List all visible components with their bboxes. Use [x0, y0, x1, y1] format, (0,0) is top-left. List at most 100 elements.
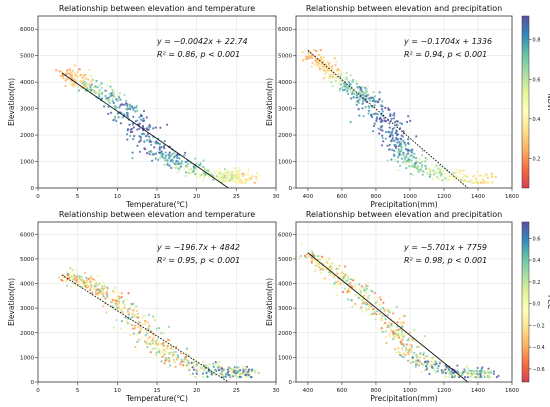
scatter-point [155, 327, 158, 330]
scatter-point [142, 109, 146, 113]
scatter-point [146, 139, 149, 142]
scatter-point [160, 153, 163, 156]
y-tick-label: 6000 [20, 27, 34, 33]
scatter-point [90, 89, 93, 92]
scatter-point [202, 368, 205, 371]
scatter-point [217, 177, 220, 180]
scatter-point [147, 327, 150, 330]
scatter-point [166, 161, 169, 164]
scatter-point [151, 337, 154, 341]
scatter-point [147, 128, 151, 131]
colorbar-tick-label: 0.2 [533, 280, 541, 286]
regression-equation: y = −5.701x + 7759 [403, 243, 487, 252]
x-tick-label: 400 [303, 194, 314, 200]
scatter-point [163, 163, 166, 166]
scatter-point [170, 158, 173, 162]
scatter-point [208, 363, 211, 366]
scatter-point [421, 149, 424, 152]
scatter-point [346, 291, 349, 294]
scatter-point [298, 256, 301, 259]
scatter-point [166, 344, 169, 347]
scatter-point [184, 174, 187, 177]
scatter-point [161, 355, 164, 358]
scatter-point [106, 290, 109, 293]
scatter-point [410, 344, 413, 347]
scatter-point [402, 161, 405, 164]
scatter-point [349, 282, 352, 285]
scatter-point [391, 127, 394, 130]
scatter-point [147, 125, 150, 128]
scatter-point [400, 322, 403, 325]
scatter-point [407, 115, 410, 118]
scatter-point [394, 351, 397, 354]
scatter-point [105, 94, 108, 97]
scatter-point [334, 64, 337, 67]
scatter-point [431, 178, 434, 181]
scatter-point [465, 371, 468, 374]
scatter-point [421, 154, 424, 157]
scatter-point [361, 102, 364, 105]
y-tick-label: 5000 [20, 54, 34, 60]
scatter-point [481, 175, 484, 178]
scatter-point [356, 99, 359, 103]
x-tick-label: 30 [273, 388, 280, 394]
scatter-point [129, 105, 132, 108]
scatter-point [369, 313, 373, 316]
scatter-point [241, 373, 244, 377]
scatter-point [240, 371, 243, 374]
scatter-point [328, 271, 331, 274]
scatter-point [377, 127, 380, 130]
scatter-point [492, 372, 495, 375]
scatter-point [384, 106, 387, 109]
scatter-point [152, 315, 155, 318]
scatter-point [404, 143, 407, 146]
scatter-point [452, 176, 455, 179]
scatter-point [483, 181, 486, 184]
scatter-point [163, 140, 166, 143]
scatter-point [138, 150, 141, 153]
scatter-point [362, 92, 366, 95]
scatter-point [453, 376, 456, 379]
scatter-point [382, 301, 385, 304]
scatter-point [405, 155, 408, 158]
x-tick-label: 25 [233, 388, 240, 394]
scatter-point [238, 371, 241, 375]
x-tick-label: 400 [303, 388, 314, 394]
scatter-point [380, 327, 383, 330]
scatter-point [222, 369, 225, 372]
scatter-point [122, 307, 125, 310]
scatter-point [492, 176, 495, 179]
scatter-point [410, 358, 413, 361]
regression-line [307, 50, 469, 189]
scatter-point [247, 174, 250, 177]
scatter-point [479, 374, 482, 377]
scatter-point [362, 301, 365, 304]
scatter-point [373, 312, 376, 315]
scatter-point [419, 162, 422, 165]
scatter-point [490, 372, 493, 375]
y-tick-label: 4000 [20, 282, 34, 288]
scatter-point [155, 157, 158, 160]
scatter-point [379, 318, 382, 321]
scatter-point [379, 329, 382, 332]
scatter-point [372, 130, 375, 133]
scatter-point [381, 330, 384, 333]
scatter-point [220, 367, 223, 370]
scatter-point [490, 179, 494, 182]
y-tick-label: 3000 [20, 107, 34, 113]
scatter-point [228, 170, 231, 174]
scatter-point [107, 96, 110, 99]
scatter-point [168, 339, 171, 342]
scatter-point [345, 71, 348, 75]
scatter-point [101, 285, 104, 288]
scatter-point [364, 301, 367, 304]
scatter-point [357, 101, 360, 104]
scatter-point [339, 73, 343, 77]
scatter-point [381, 136, 384, 140]
scatter-point [338, 275, 341, 278]
scatter-point [330, 80, 333, 84]
scatter-point [227, 370, 230, 374]
scatter-point [456, 171, 459, 174]
scatter-point [104, 89, 107, 92]
regression-stats: R² = 0.86, p < 0.001 [157, 50, 240, 59]
